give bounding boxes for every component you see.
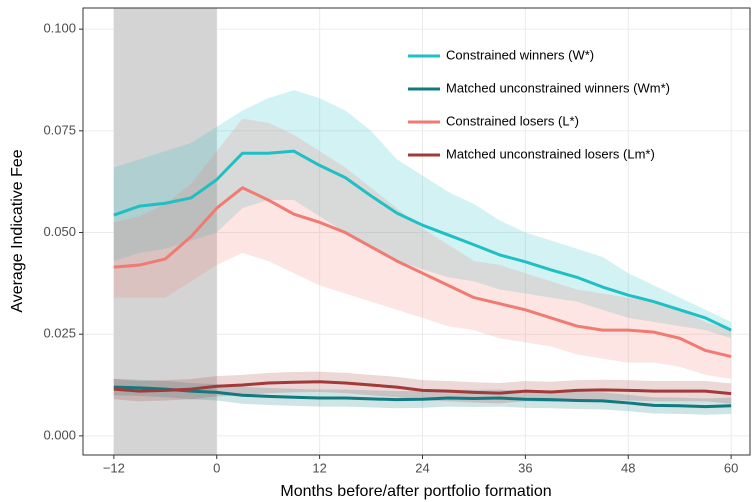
series-line <box>113 149 732 332</box>
x-tick-label: 0 <box>213 460 220 475</box>
y-tick-label: 0.025 <box>43 326 76 341</box>
y-tick-label: 0.075 <box>43 122 76 137</box>
legend-label: Matched unconstrained losers (Lm*) <box>446 146 655 161</box>
legend-label: Matched unconstrained winners (Wm*) <box>446 80 670 95</box>
series-line <box>113 186 732 359</box>
legend-label: Constrained winners (W*) <box>446 47 594 62</box>
x-tick-label: −12 <box>103 460 125 475</box>
x-tick-label: 48 <box>621 460 635 475</box>
confidence-band <box>113 118 732 379</box>
series-line <box>113 380 732 396</box>
panel-border <box>82 7 751 456</box>
confidence-band <box>113 378 732 415</box>
x-tick-label: 24 <box>415 460 429 475</box>
confidence-band <box>113 371 732 404</box>
x-tick-label: 36 <box>518 460 532 475</box>
legend-label: Constrained losers (L*) <box>446 113 579 128</box>
y-tick-label: 0.100 <box>43 21 76 36</box>
x-axis-title: Months before/after portfolio formation <box>280 483 551 500</box>
y-tick-label: 0.000 <box>43 427 76 442</box>
y-axis-title: Average Indicative Fee <box>9 149 26 312</box>
x-tick-label: 12 <box>312 460 326 475</box>
shaded-region <box>113 8 217 455</box>
series-line <box>113 385 732 409</box>
x-tick-label: 60 <box>724 460 738 475</box>
y-tick-label: 0.050 <box>43 224 76 239</box>
